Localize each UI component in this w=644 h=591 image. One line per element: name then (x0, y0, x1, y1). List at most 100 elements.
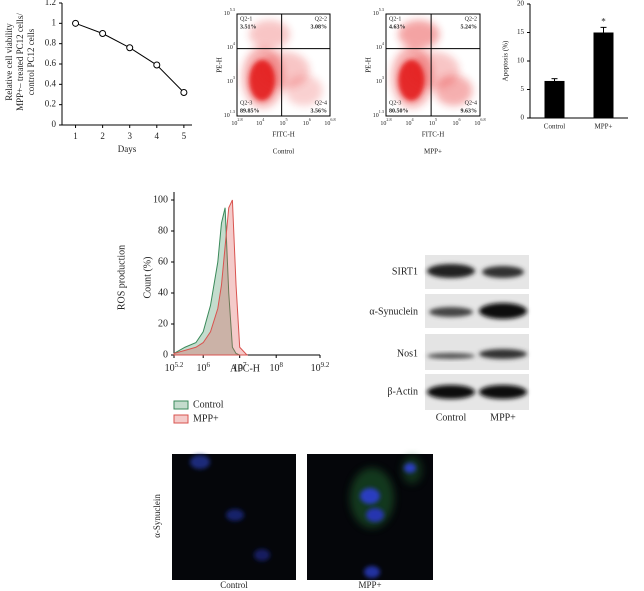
x-tick-label: Control (544, 123, 565, 131)
x-tick-label-base: 10 (269, 363, 279, 374)
y-tick-label: 15 (517, 28, 525, 36)
blot-row-label: β-Actin (387, 386, 418, 397)
x-tick-label-base: 10 (196, 363, 206, 374)
y-tick-label: 101.3 (224, 109, 235, 119)
x-tick-label-base: 10 (324, 121, 330, 127)
cell-cloud (249, 20, 291, 49)
y-tick-label: 5 (521, 85, 525, 93)
x-tick-label: 105 (429, 117, 437, 127)
quadrant-value: 5.24% (461, 24, 478, 30)
y-tick-label-base: 10 (373, 11, 379, 17)
quadrant-name: Q2-1 (389, 16, 401, 22)
x-tick-label-exponent: 4 (411, 117, 414, 122)
y-axis-label: Relative cell viability (4, 23, 14, 101)
y-tick-label: 20 (158, 318, 168, 329)
y-tick-label-base: 10 (376, 45, 382, 51)
y-tick-label: 0.2 (45, 99, 56, 109)
x-tick-label-base: 10 (474, 121, 480, 127)
quadrant-name: Q2-2 (465, 16, 477, 22)
x-tick-label: 104 (405, 117, 414, 127)
quadrant-value: 3.56% (311, 108, 328, 114)
quadrant-name: Q2-4 (315, 100, 327, 106)
x-tick-label-exponent: 4 (262, 117, 265, 122)
y-tick-label-base: 10 (227, 45, 233, 51)
x-tick-label-base: 10 (429, 121, 435, 127)
y-tick-label: 105.3 (373, 7, 384, 17)
quadrant-value: 4.63% (389, 24, 406, 30)
data-point (126, 44, 134, 52)
x-tick-label-base: 10 (233, 363, 243, 374)
x-tick-label: 106 (452, 117, 460, 127)
data-point (153, 61, 161, 69)
x-tick-label: 106 (303, 117, 311, 127)
y-tick-label-exponent: 3 (233, 75, 235, 80)
caption: Control (273, 148, 294, 156)
x-tick-label: 102.8 (380, 117, 391, 127)
legend-label: MPP+ (193, 413, 219, 424)
caption: MPP+ (424, 148, 442, 156)
x-tick-label-base: 10 (165, 363, 175, 374)
y-tick-label-exponent: 5.3 (379, 7, 384, 12)
y-tick-label: 0 (163, 349, 168, 360)
y-axis-label: PE-H (365, 57, 373, 73)
cell-cloud (398, 20, 440, 49)
x-tick-label-base: 10 (279, 121, 285, 127)
quadrant-value: 3.51% (240, 24, 257, 30)
cell-cloud (434, 75, 473, 106)
x-tick-label: 3 (127, 131, 132, 141)
y-tick-label: 1.2 (45, 0, 56, 7)
x-tick-label-exponent: 5 (285, 117, 287, 122)
y-axis-label: MPP+– treated PC12 cells/ (15, 13, 25, 111)
x-tick-label-exponent: 2.8 (386, 117, 391, 122)
y-tick-label: 104 (227, 41, 236, 51)
quadrant-name: Q2-1 (240, 16, 252, 22)
y-tick-label-exponent: 1.3 (230, 109, 235, 114)
blot-row-label: Nos1 (397, 348, 418, 359)
quadrant-value: 89.85% (240, 108, 260, 114)
y-tick-label: 0 (521, 114, 525, 122)
bar (593, 32, 614, 118)
y-tick-label: 100 (153, 194, 168, 205)
scatter-cloud (391, 20, 473, 108)
y-tick-label-base: 10 (373, 113, 379, 119)
y-tick-label: 103 (227, 75, 235, 85)
legend-swatch (173, 400, 189, 410)
y-axis-label: PE-H (216, 57, 224, 73)
quadrant-value: 9.63% (461, 108, 478, 114)
x-tick-label-base: 10 (256, 121, 262, 127)
y-tick-label: 0.6 (45, 58, 57, 68)
x-tick-label-base: 10 (452, 121, 458, 127)
microscopy-caption: Control (220, 580, 248, 590)
x-tick-label-base: 10 (380, 121, 386, 127)
blot-lane-label: Control (436, 412, 467, 423)
data-line (75, 22, 185, 93)
y-axis-label: Apoptosis (%) (502, 40, 510, 81)
x-tick-label: 106 (196, 361, 210, 375)
x-tick-label: 5 (182, 131, 187, 141)
y-tick-label-base: 10 (224, 113, 230, 119)
y-tick-label-exponent: 1.3 (379, 109, 384, 114)
x-tick-label-base: 10 (303, 121, 309, 127)
x-tick-label: 108 (269, 361, 283, 375)
x-tick-label-base: 10 (405, 121, 411, 127)
x-tick-label-exponent: 8 (279, 361, 283, 369)
microscopy-image (172, 454, 433, 580)
data-point (72, 19, 80, 27)
microscopy-row-label: α-Synuclein (152, 494, 162, 538)
quadrant-name: Q2-4 (465, 100, 477, 106)
x-tick-label-exponent: 6.8 (480, 117, 485, 122)
y-tick-label: 20 (517, 0, 525, 8)
x-tick-label-exponent: 6 (206, 361, 210, 369)
y-tick-label-base: 10 (376, 79, 382, 85)
y-tick-label-exponent: 4 (233, 41, 236, 46)
bar (544, 80, 565, 118)
y-tick-label: 10 (517, 57, 525, 65)
y-axis-label: control PC12 cells (26, 28, 36, 95)
blot-row-label: α-Synuclein (369, 306, 418, 317)
y-tick-label: 60 (158, 256, 168, 267)
cell-cloud (285, 75, 323, 106)
x-tick-label: 107 (233, 361, 247, 375)
x-tick-label-exponent: 6 (309, 117, 311, 122)
